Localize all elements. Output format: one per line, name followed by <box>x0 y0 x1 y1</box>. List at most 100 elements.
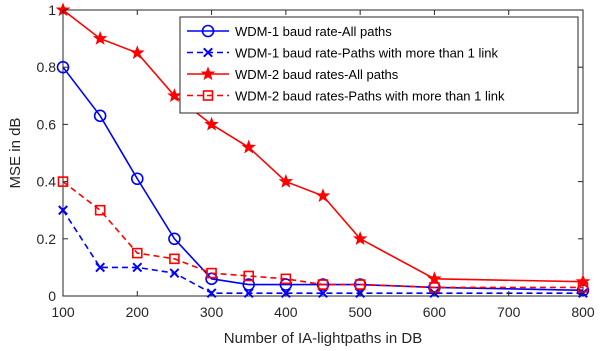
series-3-point-shape <box>575 274 591 288</box>
y-tick-label: 0.4 <box>37 174 57 190</box>
x-tick-label: 300 <box>200 304 224 320</box>
series-3-point-shape <box>427 271 442 286</box>
series-2-point-shape <box>132 262 143 273</box>
legend: WDM-1 baud rate-All paths WDM-1 baud rate… <box>179 16 579 114</box>
legend-marker-shape <box>203 47 213 58</box>
series-2-point <box>169 268 180 279</box>
series-3-point-shape <box>167 88 182 102</box>
legend-entry-3: WDM-2 baud rates-All paths <box>187 66 399 82</box>
tick-layer: 100 200 300 400 500 600 700 800 0 0.2 0.4 0.6 0.8 1 <box>37 2 595 320</box>
series-2-point-shape <box>318 288 328 299</box>
series-2-point <box>132 262 143 273</box>
series-3-point-shape <box>204 116 219 131</box>
series-4-point <box>280 273 292 285</box>
series-layer <box>55 2 591 299</box>
series-3-point <box>278 173 294 188</box>
series-3-point <box>352 231 368 245</box>
series-4-point-shape <box>206 267 217 279</box>
y-axis-label: MSE in dB <box>7 118 24 189</box>
legend-entry-4: WDM-2 baud rates-Paths with more than 1 … <box>187 89 505 104</box>
series-1-point-shape <box>316 278 330 291</box>
legend-marker <box>202 90 214 101</box>
y-tick-label: 0.8 <box>37 59 57 75</box>
x-axis-label: Number of IA-lightpaths in DB <box>224 330 422 347</box>
legend-entry-1: WDM-1 baud rate-All paths <box>187 24 392 39</box>
series-3-point <box>167 88 182 102</box>
series-2-point-shape <box>243 288 254 299</box>
series-2-point <box>243 288 254 299</box>
y-tick-label: 1 <box>48 2 56 18</box>
series-4-point <box>131 247 143 259</box>
series-4-point-shape <box>280 273 292 285</box>
y-tick-label: 0.2 <box>37 231 57 247</box>
series-4-point-shape <box>169 253 180 265</box>
series-4-point-shape <box>131 247 143 259</box>
series-3-point <box>427 271 442 286</box>
x-tick-label: 700 <box>497 304 521 320</box>
series-4-point <box>243 270 255 282</box>
legend-box <box>179 16 579 114</box>
legend-label: WDM-2 baud rates-All paths <box>235 67 399 82</box>
legend-marker <box>200 66 216 81</box>
series-1-point-shape <box>242 278 256 291</box>
x-tick-label: 800 <box>571 304 595 320</box>
series-3-point-shape <box>278 173 294 188</box>
legend-label: WDM-1 baud rate-Paths with more than 1 l… <box>235 46 498 61</box>
series-4-point-shape <box>94 204 106 216</box>
series-1-point <box>242 278 256 291</box>
x-tick-label: 100 <box>51 304 75 320</box>
legend-label: WDM-1 baud rate-All paths <box>235 24 392 39</box>
series-3 <box>55 2 591 288</box>
series-1-point <box>56 60 70 74</box>
series-4-point <box>317 279 329 290</box>
legend-marker-shape <box>202 90 214 101</box>
series-3-point-shape <box>352 231 368 245</box>
series-3-point <box>575 274 591 288</box>
series-1-point-shape <box>130 172 144 186</box>
x-tick-label: 600 <box>423 304 447 320</box>
series-4-point <box>94 204 106 216</box>
x-tick-label: 200 <box>126 304 150 320</box>
series-1-point <box>93 109 107 123</box>
series-4-point <box>206 267 217 279</box>
series-2-point <box>58 205 68 216</box>
series-3-point-shape <box>130 45 145 60</box>
series-1-point <box>130 172 144 186</box>
legend-marker-shape <box>200 66 216 81</box>
y-tick-label: 0.6 <box>37 116 57 132</box>
series-4-point-shape <box>243 270 255 282</box>
series-2-point-shape <box>58 205 68 216</box>
series-3-point-shape <box>92 30 108 45</box>
series-3-point-shape <box>315 188 331 203</box>
series-4-point-shape <box>317 279 329 290</box>
legend-entry-2: WDM-1 baud rate-Paths with more than 1 l… <box>187 46 498 61</box>
legend-marker-shape <box>201 24 215 38</box>
y-tick-label: 0 <box>48 288 56 304</box>
series-1-point <box>316 278 330 291</box>
series-2 <box>58 205 588 299</box>
series-4 <box>57 176 589 293</box>
series-2-point <box>95 262 106 273</box>
series-4-point <box>169 253 180 265</box>
series-4-point <box>354 279 366 290</box>
series-2-point-shape <box>169 268 180 279</box>
series-4-point-shape <box>354 279 366 290</box>
series-1-point-shape <box>56 60 70 74</box>
series-3-point-shape <box>241 139 256 154</box>
series-1-point <box>168 232 181 246</box>
series-3-point <box>315 188 331 203</box>
series-2-point <box>318 288 328 299</box>
legend-marker <box>203 47 213 58</box>
x-tick-label: 400 <box>274 304 298 320</box>
series-2-point-shape <box>95 262 106 273</box>
x-tick-label: 500 <box>348 304 372 320</box>
legend-label: WDM-2 baud rates-Paths with more than 1 … <box>235 89 505 104</box>
series-1-point-shape <box>93 109 107 123</box>
legend-marker <box>201 24 215 38</box>
series-3-point <box>241 139 256 154</box>
series-1-point-shape <box>168 232 181 246</box>
series-3-point <box>92 30 108 45</box>
series-3-point <box>204 116 219 131</box>
series-4-line <box>62 180 583 289</box>
